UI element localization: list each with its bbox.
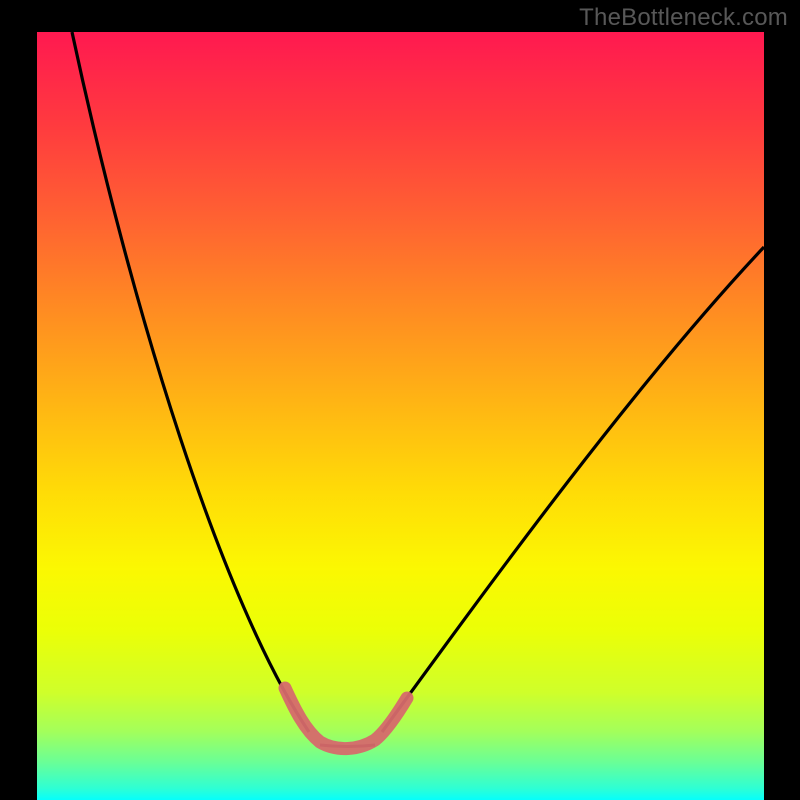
watermark-text: TheBottleneck.com: [579, 4, 788, 32]
chart-stage: TheBottleneck.com: [0, 0, 800, 800]
curve-right-branch: [382, 247, 764, 732]
curve-layer: [37, 32, 764, 800]
highlight-segment: [285, 688, 407, 749]
plot-area: [37, 32, 764, 800]
curve-left-branch: [72, 32, 309, 732]
